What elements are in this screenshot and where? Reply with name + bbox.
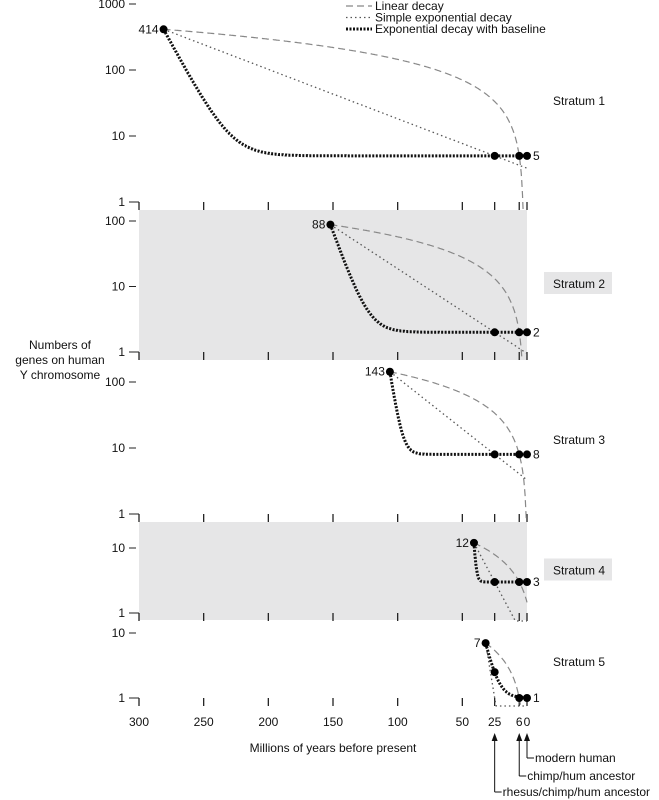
x-tick-label: 25 [488,715,502,729]
stratum-2-panel: 100 10 1 88 2 Stratum 2 [105,210,612,361]
end-value-label: 5 [533,149,540,163]
y-tick-label: 1 [118,345,125,359]
simple-exponential-line [389,371,528,481]
data-point [523,694,531,702]
data-point [490,328,499,337]
data-point [490,151,499,160]
y-axis-label: Y chromosome [20,368,101,382]
start-value-label: 88 [312,218,326,232]
y-tick-label: 100 [105,214,125,228]
stratum-1-panel: 1000 100 10 1 414 5 Stratum 1 [98,0,605,211]
y-tick-label: 1 [118,195,125,209]
data-point [490,577,499,586]
data-point [523,328,531,337]
y-tick-label: 10 [112,129,126,143]
x-tick-label: 6 [516,715,523,729]
simple-exponential-line [330,224,528,355]
x-tick-label: 250 [194,715,214,729]
annotation-label: rhesus/chimp/hum ancestor [503,785,650,799]
stratum-label: Stratum 5 [553,655,605,669]
y-tick-label: 1 [118,691,125,705]
stratum-5-panel: 10 1 7 1 Stratum 5 [112,626,605,707]
y-axis-label: Numbers of [29,338,92,352]
data-point [515,328,524,337]
data-point [490,668,499,677]
y-axis-label: genes on human [15,353,104,367]
data-point [490,450,499,459]
panel-shading [139,522,527,620]
end-value-label: 2 [533,325,540,339]
data-point-start [326,220,335,229]
data-point [515,151,524,160]
data-point [523,151,531,160]
stratum-label-box [544,272,612,294]
y-tick-label: 1 [118,606,125,620]
stratum-3-panel: 100 10 1 143 8 Stratum 3 [105,365,605,523]
x-tick-label: 0 [524,715,531,729]
x-tick-label: 100 [388,715,408,729]
x-tick-label: 150 [323,715,343,729]
y-tick-label: 1000 [98,0,125,11]
stratum-label: Stratum 1 [553,94,605,108]
legend-label: Linear decay [375,0,444,13]
exponential-baseline-line [484,642,527,700]
x-tick-label: 50 [456,715,470,729]
y-tick-label: 10 [112,541,126,555]
end-value-label: 1 [533,691,540,705]
x-tick-label: 300 [129,715,149,729]
legend-label: Exponential decay with baseline [375,22,546,36]
y-tick-label: 10 [112,626,126,640]
y-tick-label: 1 [118,507,125,521]
data-point [523,450,531,459]
data-point-start [385,367,394,376]
simple-exponential-line [163,28,528,169]
exponential-baseline-line [388,371,527,456]
stratum-label: Stratum 4 [553,564,605,578]
stratum-label-box [544,558,612,581]
simple-exponential-line [473,542,527,622]
annotation-label: modern human [535,751,616,765]
stratum-4-panel: 10 1 12 3 Stratum 4 [112,522,612,622]
annotation-label: chimp/hum ancestor [527,769,635,783]
linear-decay-line [330,224,524,361]
y-tick-label: 10 [112,280,126,294]
x-tick-label: 200 [258,715,278,729]
start-value-label: 414 [139,22,159,36]
data-point [515,577,524,586]
stratum-label: Stratum 3 [553,433,605,447]
data-point-start [159,25,168,34]
data-point-start [481,639,490,648]
start-value-label: 12 [456,536,470,550]
linear-decay-line [389,371,527,523]
data-point [515,450,524,459]
stratum-label: Stratum 2 [553,277,605,291]
arrowhead-icon [491,733,498,741]
linear-decay-line [163,28,524,211]
legend-label: Simple exponential decay [375,11,512,25]
arrowhead-icon [524,733,530,741]
start-value-label: 7 [474,636,481,650]
end-value-label: 3 [533,575,540,589]
y-tick-label: 100 [105,375,125,389]
y-tick-label: 100 [105,63,125,77]
data-point [523,577,531,586]
exponential-baseline-line [162,28,527,158]
end-value-label: 8 [533,447,540,461]
y-tick-label: 10 [112,441,126,455]
start-value-label: 143 [365,365,385,379]
data-point [515,694,524,702]
data-point-start [469,538,478,547]
linear-decay-line [485,642,522,707]
x-axis-label: Millions of years before present [250,741,417,755]
arrowhead-icon [516,733,523,741]
